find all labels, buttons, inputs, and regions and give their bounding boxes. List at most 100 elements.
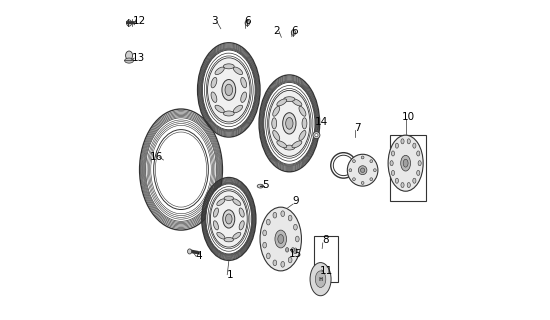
Text: 10: 10 [402, 112, 415, 122]
Ellipse shape [407, 139, 410, 144]
Ellipse shape [125, 58, 134, 63]
Bar [314, 236, 338, 282]
Ellipse shape [294, 224, 297, 230]
Text: 3: 3 [211, 16, 218, 27]
Ellipse shape [299, 131, 306, 140]
Ellipse shape [417, 151, 420, 156]
Ellipse shape [257, 184, 263, 188]
Ellipse shape [223, 210, 235, 228]
Text: 7: 7 [355, 123, 361, 133]
Ellipse shape [239, 208, 244, 217]
Ellipse shape [153, 130, 208, 210]
Text: 15: 15 [289, 249, 302, 259]
Ellipse shape [407, 182, 410, 188]
Ellipse shape [206, 184, 252, 254]
Ellipse shape [359, 166, 367, 175]
Ellipse shape [347, 154, 378, 186]
Ellipse shape [277, 99, 287, 106]
Ellipse shape [126, 20, 131, 26]
Text: H: H [318, 277, 323, 282]
Ellipse shape [211, 191, 247, 247]
Text: 6: 6 [291, 26, 298, 36]
Ellipse shape [263, 242, 267, 248]
Ellipse shape [281, 261, 284, 267]
Ellipse shape [241, 77, 246, 88]
Ellipse shape [223, 64, 234, 69]
Ellipse shape [217, 199, 225, 205]
Ellipse shape [233, 199, 241, 205]
Text: 6: 6 [245, 16, 251, 27]
Ellipse shape [370, 160, 373, 163]
Ellipse shape [285, 248, 289, 252]
Ellipse shape [284, 145, 295, 150]
Ellipse shape [273, 260, 277, 266]
Ellipse shape [207, 58, 250, 122]
Text: 5: 5 [262, 180, 269, 190]
Ellipse shape [295, 236, 299, 242]
Ellipse shape [245, 20, 250, 26]
Ellipse shape [266, 219, 270, 225]
Ellipse shape [233, 67, 243, 75]
Ellipse shape [313, 132, 320, 139]
Ellipse shape [188, 249, 192, 254]
Ellipse shape [239, 221, 244, 230]
Ellipse shape [403, 159, 408, 167]
Ellipse shape [146, 118, 216, 221]
Ellipse shape [211, 92, 217, 102]
Ellipse shape [277, 141, 287, 148]
Ellipse shape [353, 178, 355, 181]
Ellipse shape [211, 77, 217, 88]
Ellipse shape [302, 118, 307, 129]
Ellipse shape [413, 143, 416, 148]
Ellipse shape [260, 207, 301, 271]
Ellipse shape [283, 113, 296, 134]
Ellipse shape [263, 230, 267, 236]
Ellipse shape [294, 248, 297, 254]
Ellipse shape [310, 263, 331, 296]
Ellipse shape [360, 168, 365, 172]
Ellipse shape [273, 131, 280, 140]
Text: 1: 1 [227, 270, 233, 280]
Ellipse shape [413, 178, 416, 183]
Text: 12: 12 [133, 16, 146, 27]
Ellipse shape [215, 105, 224, 113]
Ellipse shape [292, 30, 296, 36]
Ellipse shape [224, 237, 234, 242]
Ellipse shape [233, 232, 241, 239]
Ellipse shape [299, 106, 306, 116]
Ellipse shape [215, 67, 224, 75]
Bar [390, 134, 426, 201]
Ellipse shape [285, 117, 293, 129]
Ellipse shape [226, 214, 232, 224]
Ellipse shape [395, 143, 398, 148]
Ellipse shape [264, 83, 315, 164]
Ellipse shape [272, 118, 277, 129]
Ellipse shape [223, 111, 234, 116]
Ellipse shape [275, 230, 287, 248]
Ellipse shape [222, 80, 235, 100]
Ellipse shape [292, 141, 302, 148]
Ellipse shape [288, 215, 292, 221]
Ellipse shape [273, 212, 277, 218]
Ellipse shape [278, 235, 284, 244]
Text: 16: 16 [150, 152, 163, 162]
Ellipse shape [361, 181, 364, 184]
Ellipse shape [125, 51, 133, 60]
Text: 2: 2 [273, 26, 280, 36]
Ellipse shape [233, 105, 243, 113]
Ellipse shape [241, 92, 246, 102]
Ellipse shape [224, 196, 234, 200]
Text: 14: 14 [315, 117, 328, 127]
Text: 8: 8 [322, 235, 329, 245]
Ellipse shape [349, 169, 352, 172]
Ellipse shape [315, 133, 318, 137]
Ellipse shape [370, 178, 373, 181]
Ellipse shape [390, 161, 393, 166]
Ellipse shape [388, 135, 423, 191]
Text: 9: 9 [293, 196, 299, 206]
Ellipse shape [401, 182, 404, 188]
Text: 11: 11 [320, 266, 333, 276]
Ellipse shape [217, 232, 225, 239]
Ellipse shape [353, 160, 355, 163]
Ellipse shape [213, 221, 218, 230]
